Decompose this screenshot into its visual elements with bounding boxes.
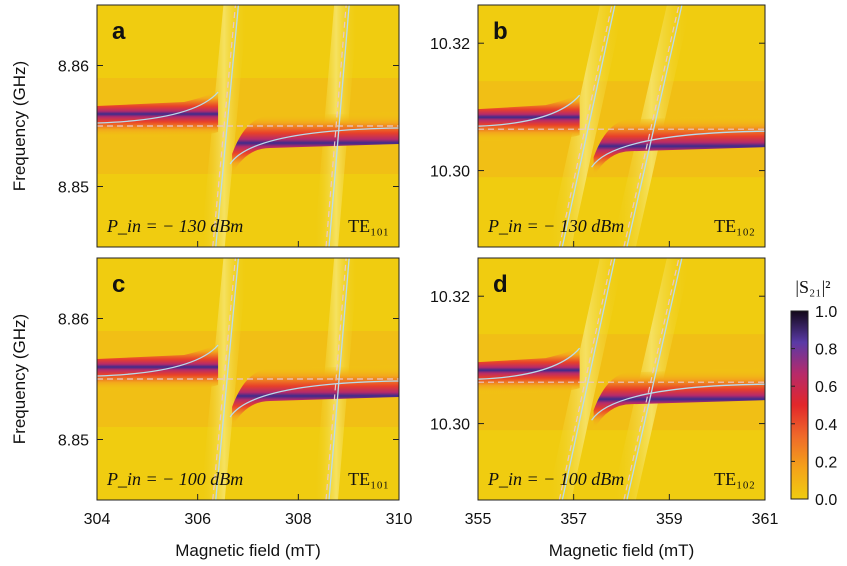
hybrid-curve-upper	[478, 347, 581, 380]
panel-c: c P_in = − 100 dBm TE₁₀₁ 8.86 8.85 304 306 308 3…	[10, 257, 413, 560]
x-axis-label: Magnetic field (mT)	[549, 541, 694, 560]
y-tick-label: 10.32	[430, 289, 470, 306]
kittel-dashed-line-1	[558, 258, 613, 500]
panel-letter: c	[112, 271, 125, 298]
heatmap-content	[97, 5, 399, 247]
kittel-dashed-line-1	[558, 5, 613, 247]
x-tick-label: 310	[386, 511, 413, 528]
transmission-band-right	[593, 368, 765, 431]
x-tick-label: 361	[752, 511, 779, 528]
kittel-curve-2	[328, 258, 350, 500]
plot-frame	[96, 4, 400, 248]
panel-b: b P_in = − 130 dBm TE₁₀₂ 10.32 10.30	[430, 4, 766, 248]
kittel-dashed-line-1	[212, 5, 237, 247]
y-tick-label: 8.86	[58, 59, 89, 76]
transmission-band-right	[232, 112, 399, 174]
hybrid-curve-upper	[97, 344, 219, 377]
y-tick-label: 8.85	[58, 433, 89, 450]
x-tick-label: 357	[560, 511, 587, 528]
x-tick-label: 306	[184, 511, 211, 528]
x-axis-label: Magnetic field (mT)	[175, 541, 320, 560]
heatmap-content	[478, 258, 765, 500]
panel-d: d P_in = − 100 dBm TE₁₀₂ 10.32 10.30 355 357 35…	[430, 257, 779, 560]
power-annotation: P_in = − 130 dBm	[106, 216, 243, 236]
kittel-curve-1	[561, 5, 616, 247]
hybrid-curve-upper	[478, 94, 581, 127]
panel-letter: d	[493, 271, 508, 298]
power-annotation: P_in = − 100 dBm	[487, 469, 624, 489]
hybrid-curve-lower	[591, 383, 765, 421]
kittel-dashed-line-1	[212, 258, 237, 500]
kittel-curve-1	[215, 258, 240, 500]
mode-annotation: TE₁₀₁	[348, 469, 389, 489]
y-tick-label: 10.32	[430, 36, 470, 53]
hybrid-curve-upper	[97, 91, 219, 124]
panel-letter: b	[493, 18, 508, 45]
kittel-dashed-line-2	[623, 5, 680, 247]
hybrid-curve-lower	[229, 127, 399, 165]
panel-letter: a	[112, 18, 126, 45]
kittel-curve-2	[328, 5, 350, 247]
colorbar-tick-label: 0.4	[815, 417, 837, 434]
colorbar-title: |S₂₁|²	[795, 277, 830, 297]
colorbar-scale	[790, 310, 809, 500]
colorbar-tick-label: 1.0	[815, 304, 837, 321]
x-tick-label: 304	[84, 511, 111, 528]
y-axis-label: Frequency (GHz)	[10, 61, 29, 191]
transmission-band-right	[232, 365, 399, 427]
kittel-dashed-line-2	[623, 258, 680, 500]
y-tick-label: 8.85	[58, 180, 89, 197]
mode-annotation: TE₁₀₁	[348, 216, 389, 236]
kittel-dashed-line-2	[325, 5, 347, 247]
plot-frame	[477, 4, 766, 248]
heatmap-content	[97, 258, 399, 500]
panel-a: a P_in = − 130 dBm TE₁₀₁ 8.86 8.85 Frequency …	[10, 4, 400, 248]
colorbar: |S₂₁|² 1.0 0.8 0.6 0.4 0.2 0.0	[790, 277, 837, 509]
mode-annotation: TE₁₀₂	[714, 469, 755, 489]
kittel-curve-1	[561, 258, 616, 500]
plot-frame	[96, 257, 400, 501]
x-tick-label: 359	[656, 511, 683, 528]
y-axis-label: Frequency (GHz)	[10, 314, 29, 444]
kittel-dashed-line-2	[325, 258, 347, 500]
power-annotation: P_in = − 100 dBm	[106, 469, 243, 489]
kittel-curve-2	[626, 258, 683, 500]
x-tick-label: 308	[285, 511, 312, 528]
y-tick-label: 10.30	[430, 164, 470, 181]
colorbar-tick-label: 0.6	[815, 379, 837, 396]
y-tick-label: 10.30	[430, 417, 470, 434]
kittel-curve-1	[215, 5, 240, 247]
power-annotation: P_in = − 130 dBm	[487, 216, 624, 236]
y-tick-label: 8.86	[58, 312, 89, 329]
hybrid-curve-lower	[229, 380, 399, 418]
colorbar-tick-label: 0.8	[815, 342, 837, 359]
colorbar-tick-label: 0.2	[815, 454, 837, 471]
x-tick-label: 355	[465, 511, 492, 528]
hybrid-curve-lower	[591, 130, 765, 168]
kittel-curve-2	[626, 5, 683, 247]
colorbar-tick-label: 0.0	[815, 492, 837, 509]
mode-annotation: TE₁₀₂	[714, 216, 755, 236]
plot-frame	[477, 257, 766, 501]
transmission-band-right	[593, 115, 765, 178]
heatmap-content	[478, 5, 765, 247]
